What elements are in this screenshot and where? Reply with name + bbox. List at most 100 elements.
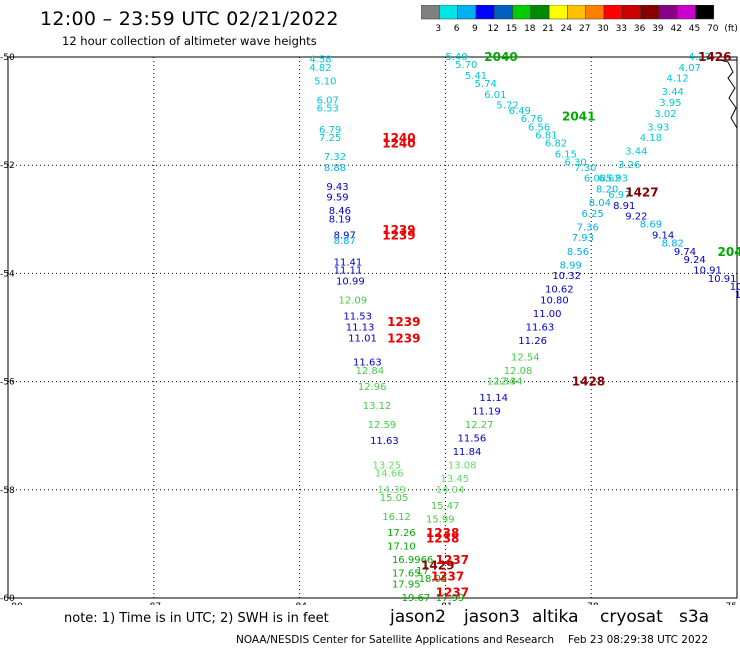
wave-height-label: 8.97 xyxy=(334,231,356,242)
wave-height-label: 11.01 xyxy=(348,333,377,344)
wave-height-label: 3.44 xyxy=(662,87,684,98)
color-scale-label: 6 xyxy=(454,24,460,34)
wave-height-label: 17.95 xyxy=(392,579,421,590)
wave-height-label: 9.14 xyxy=(652,231,674,242)
wave-height-label: 9.43 xyxy=(326,182,348,193)
legend-altika: altika xyxy=(532,607,579,627)
wave-height-label: 6.81 xyxy=(535,130,557,141)
wave-height-label: 17.10 xyxy=(387,542,416,553)
wave-height-label: 11.41 xyxy=(334,258,363,269)
wave-height-label: 10.80 xyxy=(540,295,569,306)
color-scale-label: 42 xyxy=(670,24,681,34)
wave-height-label: 7.25 xyxy=(319,133,341,144)
pass-number-label: 1237 xyxy=(436,586,469,600)
pass-number-label: 1237 xyxy=(436,553,469,567)
wave-height-label: 9.74 xyxy=(674,247,696,258)
map-frame xyxy=(7,56,738,599)
wave-height-label: 11.00 xyxy=(533,309,562,320)
color-scale-label: 27 xyxy=(579,24,590,34)
wave-height-label: 11.84 xyxy=(453,447,482,458)
wave-height-label: 12.09 xyxy=(338,295,367,306)
pass-number-label: 1239 xyxy=(382,229,415,243)
color-scale-label: 70 xyxy=(707,24,719,34)
wave-height-label: 7.30 xyxy=(574,163,596,174)
wave-height-label: 6.53 xyxy=(317,103,339,114)
color-swatch xyxy=(695,5,715,20)
coastline xyxy=(719,59,738,130)
color-scale-label: 33 xyxy=(616,24,627,34)
wave-height-label: 12.96 xyxy=(358,382,387,393)
legend-cryosat: cryosat xyxy=(600,607,663,627)
wave-height-label: 13.25 xyxy=(373,460,402,471)
color-scale-label: 3 xyxy=(435,24,441,34)
wave-height-label: 14.66 xyxy=(375,469,404,480)
wave-height-label: 13.45 xyxy=(441,474,470,485)
wave-height-label: 11.13 xyxy=(346,323,375,334)
wave-height-label: 11.53 xyxy=(343,312,372,323)
wave-height-label: 6.08 xyxy=(584,174,606,185)
wave-height-label: 4.58 xyxy=(309,55,331,66)
wave-height-label: 15.47 xyxy=(431,501,460,512)
wave-height-label: 7.36 xyxy=(577,222,599,233)
wave-height-label: 9.59 xyxy=(326,193,348,204)
wave-height-label: 10.32 xyxy=(552,271,581,282)
wave-height-label: 17.26 xyxy=(387,528,416,539)
wave-height-label: 8.20 xyxy=(596,185,618,196)
wave-height-label: 6.56 xyxy=(528,122,550,133)
wave-height-label: 14.04 xyxy=(436,485,465,496)
wave-height-label: 16.9966 xyxy=(392,555,433,566)
lon-tick-label: -75 xyxy=(722,602,737,605)
wave-height-label: 10.62 xyxy=(545,285,574,296)
wave-height-label: 3.02 xyxy=(654,109,676,120)
wave-height-label: 12.34 xyxy=(494,377,523,388)
pass-number-label: 1237 xyxy=(431,569,464,583)
wave-height-label: 12.34 xyxy=(487,377,516,388)
wave-height-label: 12.84 xyxy=(355,366,384,377)
page-title: 12:00 – 23:59 UTC 02/21/2022 xyxy=(40,8,339,30)
legend-jason3: jason3 xyxy=(464,607,520,627)
pass-number-label: 1240 xyxy=(382,131,415,145)
wave-height-label: 8.91 xyxy=(613,201,635,212)
page-subtitle: 12 hour collection of altimeter wave hei… xyxy=(62,34,317,48)
wave-height-label: 7.32 xyxy=(324,152,346,163)
pass-number-label: 2041 xyxy=(562,110,595,124)
pass-number-label: 2040 xyxy=(484,50,517,64)
footer-timestamp: Feb 23 08:29:38 UTC 2022 xyxy=(568,634,708,646)
wave-height-label: 9.22 xyxy=(625,212,647,223)
color-scale-label: 21 xyxy=(542,24,553,34)
wave-height-label: 9.24 xyxy=(684,255,706,266)
wave-height-label: 19.67 xyxy=(402,593,431,604)
legend-note: note: 1) Time is in UTC; 2) SWH is in fe… xyxy=(64,611,329,626)
wave-height-label: 15.05 xyxy=(380,493,409,504)
wave-height-label: 5.93 xyxy=(606,174,628,185)
wave-height-label: 13.08 xyxy=(448,460,477,471)
lat-tick-label: -60 xyxy=(0,594,15,604)
wave-height-label: 4.12 xyxy=(667,74,689,85)
wave-height-label: 12.08 xyxy=(504,366,533,377)
wave-height-map: -90 -87 -84 -81 -78 -75 -50 -52 -54 -56 -58 -60 4.58… xyxy=(0,50,740,605)
wave-height-label: 8.69 xyxy=(640,220,662,231)
wave-height-label: 7.93 xyxy=(572,233,594,244)
pass-number-label: 1429 xyxy=(421,559,454,573)
pass-number-label: 1239 xyxy=(387,331,420,345)
legend-jason2: jason2 xyxy=(390,607,446,627)
wave-height-label: 6.82 xyxy=(545,139,567,150)
wave-height-label: 11.11 xyxy=(334,266,363,277)
wave-height-label: 8.99 xyxy=(560,260,582,271)
wave-height-label: 17.99 xyxy=(436,593,465,604)
pass-number-label: 1239 xyxy=(387,315,420,329)
lat-tick-label: -52 xyxy=(0,161,15,171)
pass-number-label: 1238 xyxy=(426,531,459,545)
wave-height-label: 11.19 xyxy=(472,406,501,417)
color-scale-label: 18 xyxy=(524,24,536,34)
color-scale-label: 45 xyxy=(689,24,700,34)
pass-number-label: 1238 xyxy=(426,526,459,540)
lat-tick-label: -50 xyxy=(0,53,15,63)
wave-height-label: 11.63 xyxy=(526,323,555,334)
wave-height-label: 6.49 xyxy=(509,106,531,117)
wave-height-label: 14.39 xyxy=(377,485,406,496)
wave-height-label: 10.91 xyxy=(693,266,722,277)
wave-height-label: 3.26 xyxy=(618,160,640,171)
lon-tick-label: -90 xyxy=(8,602,23,605)
footer-credit: NOAA/NESDIS Center for Satellite Applica… xyxy=(236,634,554,646)
